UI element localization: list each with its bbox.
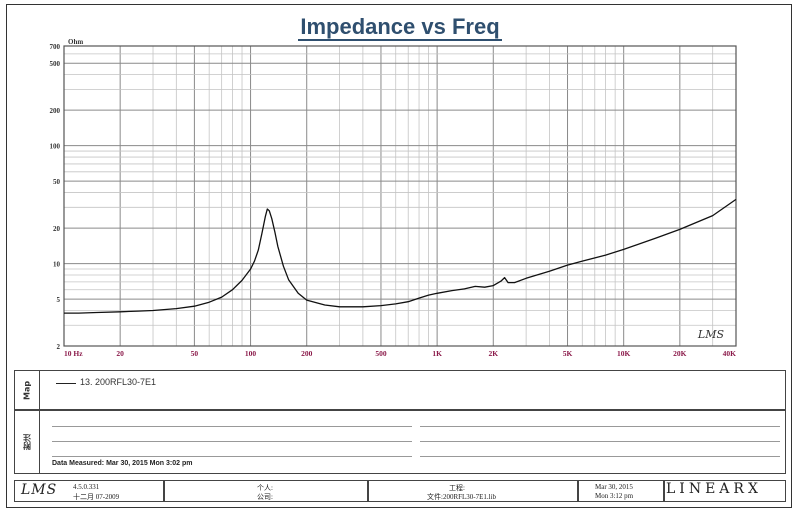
footer-time: Mon 3:12 pm bbox=[595, 492, 634, 500]
map-tab[interactable]: Map bbox=[14, 370, 40, 410]
series-line bbox=[64, 198, 737, 314]
y-unit-label: Ohm bbox=[68, 38, 83, 46]
plot-border bbox=[63, 45, 737, 347]
lms-logo: LMS bbox=[21, 482, 58, 498]
version-date: 十二月 07-2009 bbox=[73, 493, 120, 501]
note-line bbox=[420, 456, 780, 457]
y-tick-label: 20 bbox=[53, 225, 61, 233]
legend-panel bbox=[14, 370, 786, 410]
measured-date: Data Measured: Mar 30, 2015 Mon 3:02 pm bbox=[52, 460, 193, 467]
note-line bbox=[52, 456, 412, 457]
y-tick-label: 5 bbox=[57, 296, 61, 304]
chart-title: Impedance vs Freq bbox=[0, 14, 800, 41]
x-tick-label: 5K bbox=[563, 349, 573, 358]
note-line bbox=[420, 426, 780, 427]
notes-panel bbox=[14, 410, 786, 474]
notes-tab[interactable]: 附注 bbox=[14, 410, 40, 474]
footer-brand-cell bbox=[664, 480, 786, 502]
footer-date-cell: Mar 30, 2015 Mon 3:12 pm bbox=[578, 480, 664, 502]
x-tick-label: 100 bbox=[245, 349, 257, 358]
note-line bbox=[420, 441, 780, 442]
x-tick-label: 50 bbox=[191, 349, 199, 358]
x-tick-label: 10K bbox=[617, 349, 631, 358]
x-tick-label: 20 bbox=[116, 349, 124, 358]
version: 4.5.0.331 bbox=[73, 483, 100, 491]
footer-project-cell: 工程: 文件:200RFL30-7E1.lib bbox=[368, 480, 578, 502]
y-tick-label: 50 bbox=[53, 178, 61, 186]
chart-title-text: Impedance vs Freq bbox=[298, 14, 502, 41]
footer-date: Mar 30, 2015 bbox=[595, 483, 633, 491]
y-tick-label: 2 bbox=[57, 343, 61, 351]
footer-logo-cell: LMS 4.5.0.331 十二月 07-2009 bbox=[14, 480, 164, 502]
project-label: 工程: bbox=[449, 484, 465, 492]
x-tick-label: 500 bbox=[375, 349, 387, 358]
chart-frame bbox=[6, 4, 792, 508]
x-tick-label: 20K bbox=[673, 349, 687, 358]
x-tick-label: 1K bbox=[432, 349, 442, 358]
y-tick-label: 500 bbox=[50, 60, 61, 68]
company-label: 公司: bbox=[257, 493, 273, 501]
legend-label: 13. 200RFL30-7E1 bbox=[80, 377, 157, 387]
legend-swatch bbox=[56, 383, 76, 384]
x-tick-label: 2K bbox=[488, 349, 498, 358]
y-tick-label: 200 bbox=[50, 107, 61, 115]
y-tick-label: 10 bbox=[53, 261, 61, 269]
x-tick-label: 10 Hz bbox=[64, 349, 83, 358]
y-tick-label: 100 bbox=[50, 143, 61, 151]
note-line bbox=[52, 441, 412, 442]
lms-watermark: LMS bbox=[697, 328, 725, 341]
linearx-logo: LINEARX bbox=[666, 481, 762, 497]
plot-area bbox=[64, 46, 736, 346]
x-tick-label: 40K bbox=[723, 349, 737, 358]
file-label: 文件:200RFL30-7E1.lib bbox=[427, 493, 497, 501]
note-line bbox=[52, 426, 412, 427]
footer-person-cell: 个人: 公司: bbox=[164, 480, 368, 502]
y-tick-label: 700 bbox=[50, 43, 61, 51]
x-tick-label: 200 bbox=[301, 349, 313, 358]
person-label: 个人: bbox=[257, 484, 273, 492]
